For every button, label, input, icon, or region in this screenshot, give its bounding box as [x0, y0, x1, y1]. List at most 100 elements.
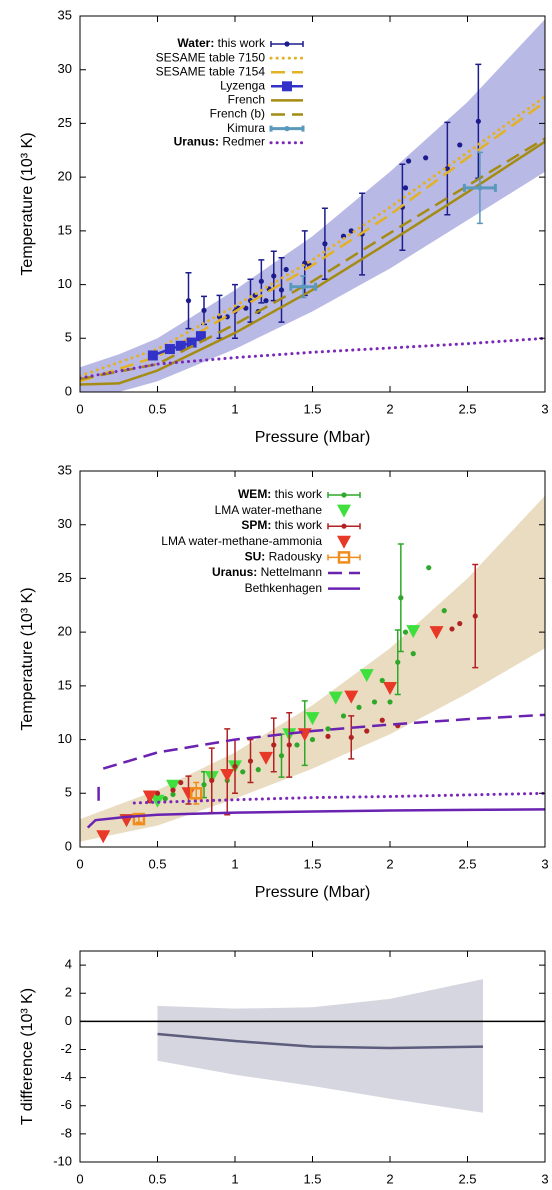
- legend-marker: [284, 41, 290, 47]
- point: [406, 625, 421, 639]
- point: [247, 758, 254, 764]
- x-tick-label: 2.5: [458, 401, 476, 416]
- point: [154, 790, 161, 796]
- point: [201, 782, 207, 788]
- y-tick-label: 20: [58, 624, 72, 639]
- point: [278, 753, 285, 759]
- y-tick-label: 20: [58, 169, 72, 184]
- point: [305, 712, 320, 726]
- y-tick-label: -4: [60, 1069, 72, 1084]
- point: [402, 185, 409, 191]
- x-tick-label: 1: [231, 401, 238, 416]
- y-tick-label: 0: [65, 1013, 72, 1028]
- point: [395, 659, 401, 665]
- legend-label: LMA water-methane: [215, 503, 323, 517]
- point: [178, 779, 184, 786]
- point: [240, 769, 246, 775]
- legend-label: SESAME table 7154: [156, 64, 266, 78]
- y-tick-label: 2: [65, 985, 72, 1000]
- point: [322, 241, 328, 247]
- x-tick-label: 2: [386, 401, 393, 416]
- point: [271, 273, 277, 279]
- x-tick-label: 0.5: [148, 401, 166, 416]
- point: [232, 763, 238, 770]
- x-axis-label: Pressure (Mbar): [255, 429, 371, 446]
- point: [185, 298, 192, 304]
- legend-label: SU: Radousky: [245, 550, 322, 564]
- series-line: [132, 791, 545, 805]
- legend-label: Bethkenhagen: [245, 581, 322, 595]
- y-tick-label: 5: [65, 330, 72, 345]
- y-axis-label: Temperature (10³ K): [19, 132, 36, 275]
- point: [255, 767, 261, 773]
- legend-marker: [341, 492, 347, 498]
- legend-label: Kimura: [227, 121, 265, 135]
- x-tick-label: 1: [231, 1171, 238, 1186]
- x-tick-label: 0.5: [148, 1171, 166, 1186]
- point: [309, 736, 316, 743]
- y-tick-label: 0: [65, 838, 72, 853]
- uncertainty-band: [80, 495, 545, 842]
- point: [175, 340, 186, 351]
- uncertainty-band: [80, 19, 545, 392]
- legend-label: French (b): [210, 107, 265, 121]
- point: [472, 613, 478, 619]
- x-tick-label: 2.5: [458, 856, 476, 871]
- point: [286, 742, 292, 748]
- legend-label: French: [228, 93, 265, 107]
- point: [449, 626, 455, 632]
- point: [457, 620, 463, 627]
- legend-label: Uranus: Nettelmann: [212, 565, 322, 579]
- x-tick-label: 2: [386, 856, 393, 871]
- point: [398, 595, 404, 601]
- point: [344, 690, 359, 704]
- y-tick-label: 35: [58, 7, 72, 22]
- point: [164, 344, 175, 355]
- point: [294, 742, 300, 748]
- point: [132, 812, 146, 826]
- legend-marker: [337, 504, 351, 518]
- legend-label: SESAME table 7150: [156, 50, 266, 64]
- point: [359, 669, 374, 683]
- series-line: [97, 713, 545, 801]
- y-tick-label: 15: [58, 677, 72, 692]
- y-tick-label: 30: [58, 516, 72, 531]
- x-tick-label: 1: [231, 856, 238, 871]
- y-tick-label: -6: [60, 1097, 72, 1112]
- point: [379, 677, 385, 684]
- series-line: [80, 95, 545, 378]
- point: [278, 287, 285, 293]
- plot-area: [80, 979, 545, 1113]
- series-line: [80, 336, 545, 380]
- legend-marker: [282, 81, 292, 92]
- point: [340, 713, 347, 719]
- y-tick-label: 25: [58, 570, 72, 585]
- point: [162, 796, 168, 802]
- y-tick-label: 0: [65, 383, 72, 398]
- legend-label: WEM: this work: [238, 487, 323, 501]
- y-tick-label: -10: [53, 1153, 72, 1168]
- y-axis-label: T difference (10³ K): [19, 988, 36, 1125]
- point: [348, 228, 354, 234]
- point: [201, 307, 207, 313]
- point: [441, 608, 447, 614]
- point: [96, 830, 111, 844]
- y-tick-label: 10: [58, 731, 72, 746]
- x-tick-label: 1.5: [303, 856, 321, 871]
- plot-area: [80, 19, 545, 392]
- series-line: [80, 140, 545, 386]
- point: [259, 751, 273, 765]
- point: [423, 155, 429, 161]
- series-line: [80, 137, 545, 381]
- y-tick-label: -8: [60, 1125, 72, 1140]
- x-tick-label: 0: [76, 401, 83, 416]
- legend-marker: [341, 523, 347, 529]
- point: [142, 790, 157, 804]
- y-tick-label: 25: [58, 115, 72, 130]
- legend-label: Lyzenga: [220, 78, 265, 92]
- point: [406, 158, 412, 164]
- point: [356, 704, 362, 710]
- legend-marker: [284, 126, 290, 132]
- legend-label: Uranus: Redmer: [174, 135, 265, 149]
- x-tick-label: 0.5: [148, 856, 166, 871]
